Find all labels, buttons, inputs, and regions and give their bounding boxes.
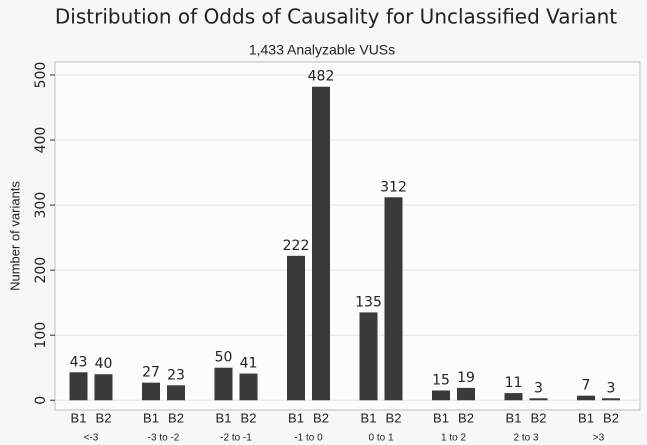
series-label: B2	[96, 410, 112, 425]
value-label: 7	[582, 378, 591, 394]
bar	[167, 385, 185, 401]
x-tick-label: -3 to -2	[148, 433, 180, 444]
bar	[69, 372, 88, 401]
series-label: B2	[603, 410, 619, 425]
x-tick-label: <-3	[84, 433, 99, 444]
y-tick-label: 200	[33, 257, 49, 284]
y-tick-label: 300	[33, 192, 49, 219]
value-label: 3	[607, 380, 616, 396]
y-axis-label: Number of variants	[7, 181, 22, 291]
bar	[529, 398, 548, 401]
series-label: B1	[288, 410, 304, 425]
x-tick-label: 1 to 2	[441, 433, 466, 444]
x-tick-label: 2 to 3	[513, 433, 538, 444]
x-tick-label: -2 to -1	[220, 433, 252, 444]
value-label: 11	[505, 375, 523, 391]
x-tick-label: 0 to 1	[368, 433, 393, 444]
value-label: 482	[308, 69, 335, 85]
bar	[504, 393, 523, 401]
series-label: B2	[458, 410, 474, 425]
value-label: 222	[283, 238, 310, 254]
bar	[457, 387, 475, 401]
series-label: B2	[313, 410, 329, 425]
series-label: B1	[71, 410, 87, 425]
series-label: B1	[506, 410, 522, 425]
bar	[602, 398, 620, 401]
series-label: B2	[386, 410, 402, 425]
value-label: 15	[432, 372, 450, 388]
value-label: 19	[457, 370, 475, 386]
y-tick-label: 400	[33, 127, 49, 154]
series-label: B2	[168, 410, 184, 425]
bar	[432, 390, 450, 401]
bar	[312, 86, 330, 401]
bar	[359, 312, 378, 401]
value-label: 50	[215, 350, 233, 366]
bar	[94, 374, 113, 401]
bar	[384, 197, 403, 401]
y-tick-label: 0	[33, 396, 49, 405]
y-tick-label: 500	[33, 62, 49, 89]
value-label: 3	[534, 380, 543, 396]
bar	[214, 367, 233, 401]
series-label: B1	[216, 410, 232, 425]
bar	[142, 382, 160, 401]
bar	[287, 255, 305, 401]
x-tick-label: -1 to 0	[294, 433, 323, 444]
bar	[577, 395, 595, 401]
plot-area	[54, 61, 641, 411]
value-label: 312	[380, 179, 407, 195]
value-label: 40	[95, 356, 113, 372]
x-tick-label: >3	[593, 433, 605, 444]
value-label: 23	[167, 367, 185, 383]
chart-title: Distribution of Odds of Causality for Un…	[55, 5, 617, 29]
chart-subtitle: 1,433 Analyzable VUSs	[249, 42, 395, 58]
series-label: B2	[241, 410, 257, 425]
value-label: 135	[355, 294, 382, 310]
bar	[239, 373, 258, 401]
series-label: B1	[143, 410, 159, 425]
value-label: 41	[240, 356, 258, 372]
series-label: B2	[531, 410, 547, 425]
series-label: B1	[578, 410, 594, 425]
series-label: B1	[361, 410, 377, 425]
series-label: B1	[433, 410, 449, 425]
value-label: 43	[70, 354, 88, 370]
y-tick-label: 100	[33, 322, 49, 349]
value-label: 27	[142, 365, 160, 381]
